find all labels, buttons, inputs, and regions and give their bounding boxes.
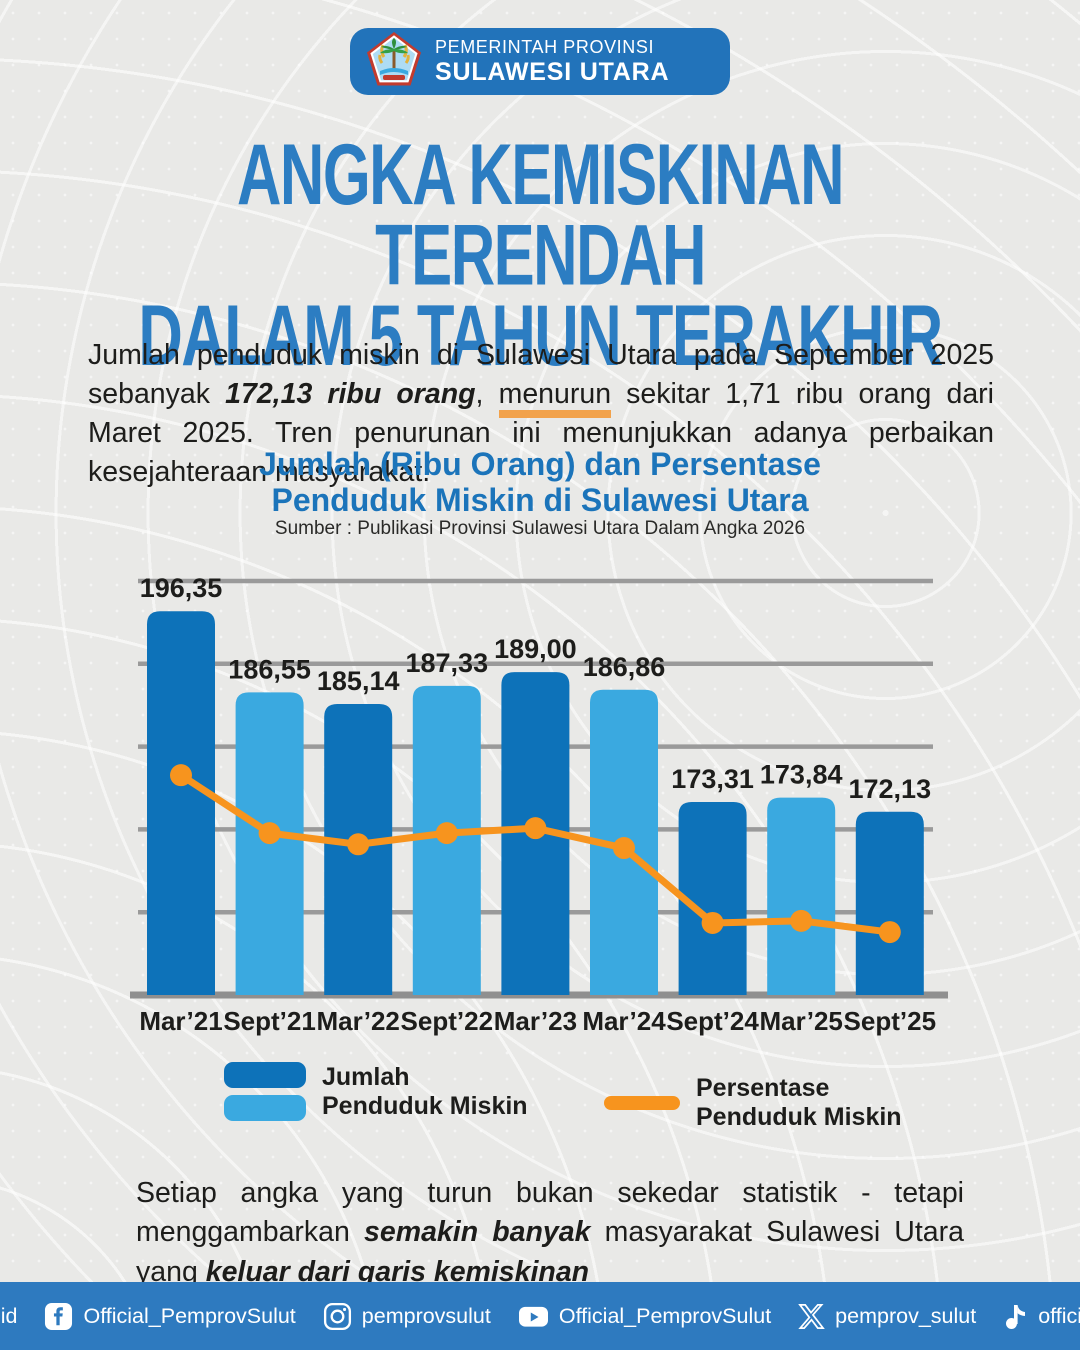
legend-swatch-light-bar xyxy=(224,1095,306,1121)
legend-swatch-orange-line xyxy=(604,1095,680,1110)
bar-Sept’24 xyxy=(678,801,747,995)
x-icon xyxy=(798,1303,826,1330)
footer-youtube-label: Official_PemprovSulut xyxy=(558,1303,772,1328)
bar-value-label: 173,31 xyxy=(671,764,754,794)
page-title: ANGKA KEMISKINAN TERENDAH DALAM 5 TAHUN … xyxy=(130,127,951,385)
legend-line-label-line2: Penduduk Miskin xyxy=(696,1102,902,1131)
legend-bars-label-line2: Penduduk Miskin xyxy=(322,1091,528,1120)
line-point-Sept’22 xyxy=(435,822,458,845)
x-axis-label: Mar’24 xyxy=(582,1006,666,1036)
youtube-icon xyxy=(518,1302,549,1331)
footer-tiktok-link[interactable]: official_pemprovsulut xyxy=(1003,1302,1080,1330)
footer-x-label: pemprov_sulut xyxy=(835,1303,977,1328)
bar-value-label: 186,55 xyxy=(228,654,311,684)
chart-canvas: 196,35 Mar’21 186,55 Sept’21 185,14 Mar’22 187… xyxy=(130,573,948,1036)
legend-swatch-dark-bar xyxy=(224,1062,306,1088)
footer-facebook-label: Official_PemprovSulut xyxy=(83,1303,296,1328)
bar-value-label: 173,84 xyxy=(760,760,843,790)
page-title-line2: DALAM 5 TAHUN TERAKHIR xyxy=(138,289,943,385)
chart-title-line2: Penduduk Miskin di Sulawesi Utara xyxy=(271,481,809,518)
x-axis-label: Sept’21 xyxy=(223,1006,316,1036)
line-point-Mar’21 xyxy=(170,764,192,787)
footer-x-link[interactable]: pemprov_sulut xyxy=(798,1303,976,1330)
closing-paragraph: Setiap angka yang turun bukan sekedar st… xyxy=(136,1177,964,1288)
line-point-Mar’25 xyxy=(790,909,813,932)
bar-value-label: 187,33 xyxy=(406,648,489,678)
line-point-Mar’24 xyxy=(613,837,635,860)
x-axis-label: Sept’22 xyxy=(401,1006,494,1036)
footer-instagram-label: pemprovsulut xyxy=(361,1303,491,1328)
footer-youtube-link[interactable]: Official_PemprovSulut xyxy=(518,1302,771,1331)
x-axis-label: Sept’24 xyxy=(666,1006,759,1036)
bar-value-label: 189,00 xyxy=(494,634,577,664)
legend-bar-swatches xyxy=(224,1062,306,1121)
line-point-Sept’21 xyxy=(258,822,281,845)
line-point-Sept’25 xyxy=(878,921,901,944)
provincial-seal-logo-icon xyxy=(366,31,422,92)
bar-value-label: 172,13 xyxy=(849,774,932,804)
facebook-icon xyxy=(44,1302,73,1331)
bar-Mar’25 xyxy=(767,797,836,995)
tiktok-icon xyxy=(1003,1302,1028,1330)
chart-title: Jumlah (Ribu Orang) dan Persentase Pendu… xyxy=(0,446,1080,519)
chart-title-line1: Jumlah (Ribu Orang) dan Persentase xyxy=(259,446,821,482)
x-axis-label: Mar’23 xyxy=(494,1006,577,1036)
bar-Mar’21 xyxy=(147,611,215,995)
line-point-Sept’24 xyxy=(701,911,724,934)
poverty-combo-chart: 196,35 Mar’21 186,55 Sept’21 185,14 Mar’22 187… xyxy=(100,558,980,1063)
legend-line-label-line1: Persentase xyxy=(696,1074,830,1102)
footer-tiktok-label: official_pemprovsulut xyxy=(1038,1303,1080,1328)
org-name-line1: PEMERINTAH PROVINSI xyxy=(435,37,655,58)
line-point-Mar’23 xyxy=(524,817,547,840)
chart-source: Sumber : Publikasi Provinsi Sulawesi Uta… xyxy=(274,518,806,539)
legend-line-entry: Persentase Penduduk Miskin xyxy=(604,1074,902,1132)
legend-bars-entry: Jumlah Penduduk Miskin xyxy=(224,1062,528,1121)
chart-legend: Jumlah Penduduk Miskin Persentase Pendud… xyxy=(0,1056,1080,1136)
bar-value-label: 185,14 xyxy=(317,666,400,696)
page-title-line1: ANGKA KEMISKINAN TERENDAH xyxy=(236,127,845,304)
bar-value-label: 186,86 xyxy=(583,652,666,682)
bar-Sept’25 xyxy=(855,811,924,995)
instagram-icon xyxy=(323,1302,352,1331)
footer-website-label: sulutprov.go.id xyxy=(0,1303,18,1328)
intro-paragraph: Jumlah penduduk miskin di Sulawesi Utara… xyxy=(88,339,994,489)
footer-website-link[interactable]: sulutprov.go.id xyxy=(0,1302,17,1331)
footer-facebook-link[interactable]: Official_PemprovSulut xyxy=(44,1302,296,1331)
x-axis-label: Mar’25 xyxy=(760,1006,843,1036)
footer-instagram-link[interactable]: pemprovsulut xyxy=(323,1302,491,1331)
x-axis-label: Sept’25 xyxy=(844,1006,937,1036)
legend-bars-label-line1: Jumlah xyxy=(322,1062,410,1091)
org-name-line2: SULAWESI UTARA xyxy=(435,57,670,86)
bar-value-label: 196,35 xyxy=(140,573,223,603)
x-axis-label: Mar’22 xyxy=(317,1006,400,1036)
x-axis-label: Mar’21 xyxy=(139,1006,222,1036)
line-point-Mar’22 xyxy=(347,833,370,856)
government-header-badge: PEMERINTAH PROVINSI SULAWESI UTARA xyxy=(350,28,730,95)
social-footer: sulutprov.go.id Official_PemprovSulut pe… xyxy=(0,1282,1080,1350)
